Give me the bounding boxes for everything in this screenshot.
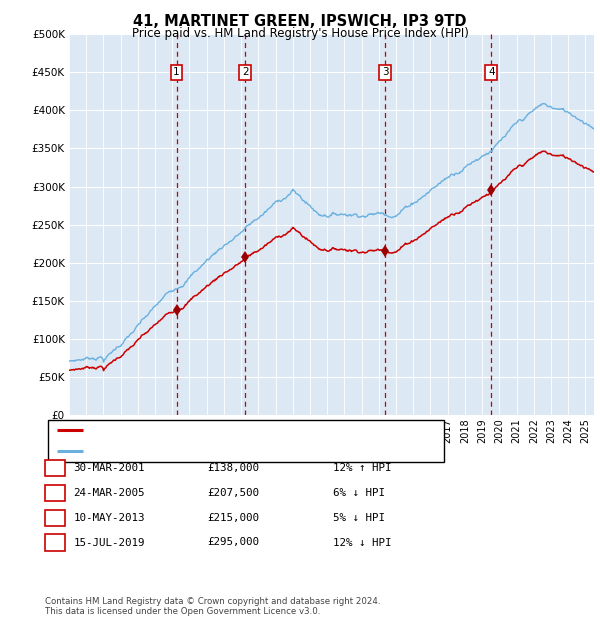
Text: 3: 3 — [52, 513, 59, 523]
Text: 1: 1 — [173, 67, 180, 78]
Text: £207,500: £207,500 — [207, 488, 259, 498]
Text: 30-MAR-2001: 30-MAR-2001 — [73, 463, 145, 473]
Text: 15-JUL-2019: 15-JUL-2019 — [73, 538, 145, 547]
Text: 4: 4 — [488, 67, 495, 78]
Text: 12% ↓ HPI: 12% ↓ HPI — [333, 538, 392, 547]
Text: 1: 1 — [52, 463, 59, 473]
Text: £138,000: £138,000 — [207, 463, 259, 473]
Text: 41, MARTINET GREEN, IPSWICH, IP3 9TD (detached house): 41, MARTINET GREEN, IPSWICH, IP3 9TD (de… — [87, 425, 378, 435]
Text: 4: 4 — [52, 538, 59, 547]
Text: 24-MAR-2005: 24-MAR-2005 — [73, 488, 145, 498]
Text: 5% ↓ HPI: 5% ↓ HPI — [333, 513, 385, 523]
Text: 12% ↑ HPI: 12% ↑ HPI — [333, 463, 392, 473]
Text: 2: 2 — [52, 488, 59, 498]
Text: 41, MARTINET GREEN, IPSWICH, IP3 9TD: 41, MARTINET GREEN, IPSWICH, IP3 9TD — [133, 14, 467, 29]
Text: HPI: Average price, detached house, Ipswich: HPI: Average price, detached house, Ipsw… — [87, 446, 308, 456]
Text: 3: 3 — [382, 67, 388, 78]
Text: £215,000: £215,000 — [207, 513, 259, 523]
Text: 2: 2 — [242, 67, 248, 78]
Text: Price paid vs. HM Land Registry's House Price Index (HPI): Price paid vs. HM Land Registry's House … — [131, 27, 469, 40]
Text: Contains HM Land Registry data © Crown copyright and database right 2024.: Contains HM Land Registry data © Crown c… — [45, 597, 380, 606]
Text: £295,000: £295,000 — [207, 538, 259, 547]
Text: 10-MAY-2013: 10-MAY-2013 — [73, 513, 145, 523]
Text: 6% ↓ HPI: 6% ↓ HPI — [333, 488, 385, 498]
Text: This data is licensed under the Open Government Licence v3.0.: This data is licensed under the Open Gov… — [45, 607, 320, 616]
